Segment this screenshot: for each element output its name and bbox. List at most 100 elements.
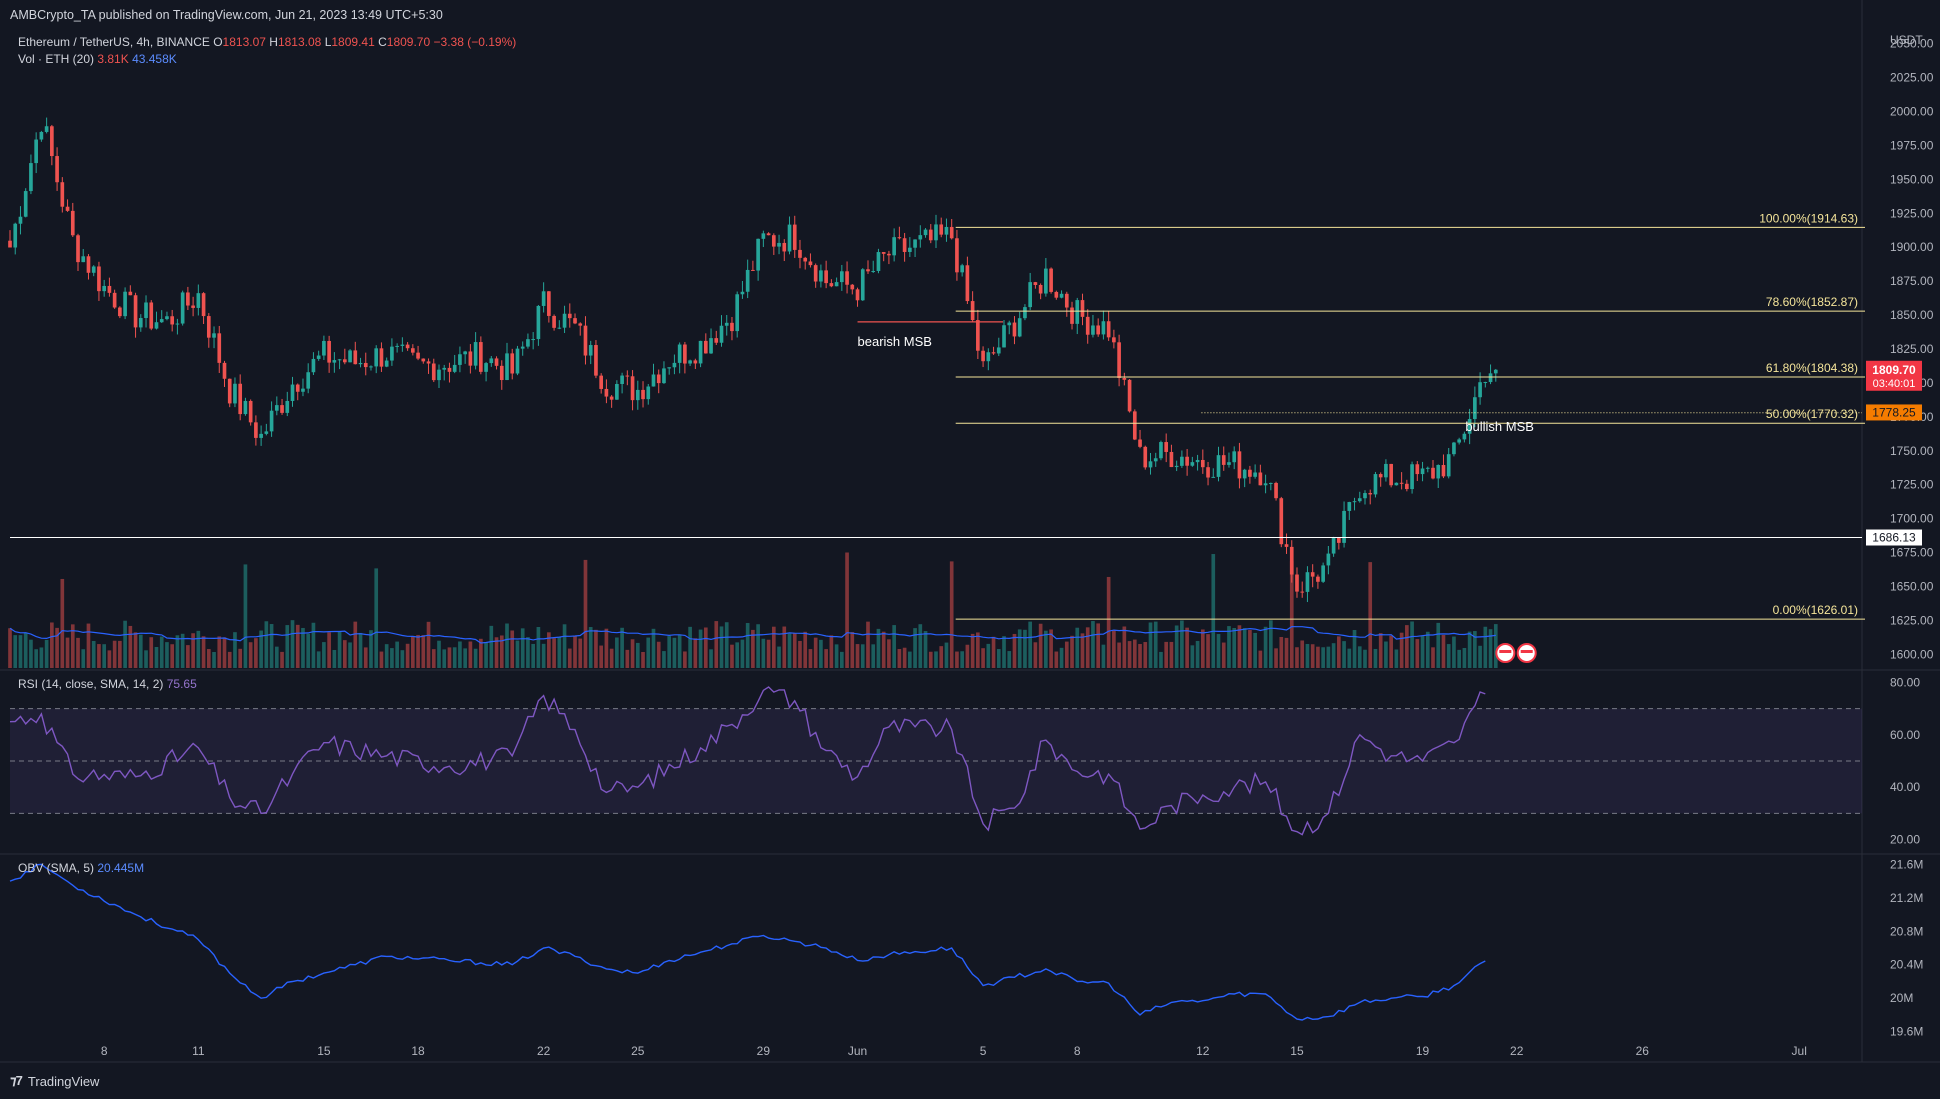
volume-bar bbox=[1300, 640, 1305, 668]
volume-bar bbox=[8, 628, 12, 668]
volume-bar bbox=[1169, 641, 1174, 668]
candle bbox=[144, 302, 148, 319]
candle bbox=[468, 351, 473, 366]
volume-bar bbox=[1054, 651, 1059, 668]
volume-bar bbox=[165, 642, 169, 668]
x-tick-label: 22 bbox=[1510, 1044, 1524, 1058]
volume-bar bbox=[248, 642, 253, 668]
volume-bar bbox=[1441, 635, 1446, 668]
volume-bar bbox=[44, 639, 49, 668]
candle bbox=[13, 223, 18, 248]
candle bbox=[646, 386, 651, 400]
candle bbox=[1096, 325, 1101, 335]
candle bbox=[1378, 474, 1383, 478]
volume-bar bbox=[206, 649, 211, 668]
rsi-line bbox=[9, 686, 1486, 836]
volume-bar bbox=[756, 624, 760, 668]
volume-bar bbox=[405, 643, 410, 668]
price-tick-label: 1650.00 bbox=[1890, 580, 1934, 594]
candle bbox=[44, 126, 49, 132]
candle bbox=[1384, 463, 1388, 478]
candle bbox=[1441, 464, 1446, 477]
volume-bar bbox=[1462, 648, 1467, 668]
volume-bar bbox=[1138, 644, 1142, 668]
ohlc-legend: Ethereum / TetherUS, 4h, BINANCE O1813.0… bbox=[18, 35, 516, 49]
publisher-line: AMBCrypto_TA published on TradingView.co… bbox=[10, 8, 443, 22]
volume-bar bbox=[1457, 649, 1461, 668]
candle bbox=[379, 348, 384, 367]
volume-bar bbox=[703, 627, 708, 668]
volume-bar bbox=[1357, 646, 1362, 668]
volume-bar bbox=[274, 646, 279, 668]
candle bbox=[191, 305, 195, 308]
candle bbox=[881, 252, 886, 254]
volume-bar bbox=[1289, 561, 1294, 668]
volume-bar bbox=[1337, 636, 1341, 668]
candle bbox=[269, 410, 274, 432]
volume-bar bbox=[505, 623, 509, 668]
volume-bar bbox=[714, 621, 719, 668]
candle bbox=[274, 405, 279, 411]
candle bbox=[949, 226, 954, 239]
footer[interactable]: ⁊7 TradingView bbox=[10, 1073, 99, 1089]
volume-bar bbox=[400, 650, 405, 668]
volume-bar bbox=[1232, 627, 1237, 668]
volume-legend: Vol · ETH (20) 3.81K 43.458K bbox=[18, 52, 177, 66]
candle bbox=[677, 344, 682, 363]
volume-bar bbox=[437, 640, 441, 668]
candle bbox=[264, 431, 269, 434]
candle bbox=[970, 301, 975, 321]
prior-price-label: 1778.25 bbox=[1872, 405, 1916, 419]
volume-bar bbox=[976, 632, 980, 668]
candle bbox=[1389, 463, 1393, 486]
candle bbox=[1190, 462, 1195, 466]
fib-level-label: 61.80%(1804.38) bbox=[1766, 361, 1858, 375]
candle bbox=[447, 367, 452, 372]
volume-bar bbox=[1132, 639, 1137, 668]
volume-bar bbox=[771, 626, 776, 668]
candle bbox=[405, 344, 410, 349]
volume-bar bbox=[745, 623, 750, 668]
candle bbox=[1195, 459, 1200, 463]
candle bbox=[353, 350, 358, 365]
volume-bar bbox=[1452, 636, 1456, 668]
volume-bar bbox=[1127, 641, 1132, 668]
volume-bar bbox=[452, 647, 457, 668]
volume-bar bbox=[620, 627, 624, 668]
tradingview-logo-icon: ⁊7 bbox=[10, 1073, 23, 1088]
volume-bar bbox=[604, 628, 609, 668]
volume-bar bbox=[766, 639, 771, 668]
volume-bar bbox=[442, 649, 447, 668]
candle bbox=[829, 283, 834, 287]
volume-bar bbox=[1033, 642, 1038, 668]
volume-bar bbox=[23, 632, 28, 668]
volume-bar bbox=[960, 651, 964, 668]
candle bbox=[212, 333, 216, 338]
candle bbox=[1017, 318, 1022, 337]
volume-bar bbox=[1044, 630, 1048, 668]
volume-bar bbox=[1227, 626, 1231, 668]
volume-bar bbox=[1164, 641, 1169, 668]
support-badge-label: 1686.13 bbox=[1872, 531, 1916, 545]
candle bbox=[50, 126, 54, 157]
volume-bar bbox=[1023, 629, 1027, 668]
candle bbox=[1258, 472, 1263, 486]
volume-bar bbox=[180, 633, 185, 668]
candle bbox=[667, 367, 672, 369]
candle bbox=[1253, 472, 1257, 477]
candle bbox=[656, 374, 661, 384]
candle bbox=[1169, 451, 1174, 468]
volume-bar bbox=[1431, 647, 1435, 668]
candle bbox=[939, 224, 944, 235]
volume-bar bbox=[630, 639, 635, 668]
volume-bar bbox=[981, 648, 985, 668]
volume-bar bbox=[662, 651, 666, 668]
candle bbox=[536, 305, 541, 340]
candle bbox=[1028, 282, 1033, 308]
volume-bar bbox=[683, 651, 687, 668]
current-price-label: 1809.70 bbox=[1872, 363, 1916, 377]
candle bbox=[719, 325, 724, 343]
candle bbox=[567, 313, 572, 319]
